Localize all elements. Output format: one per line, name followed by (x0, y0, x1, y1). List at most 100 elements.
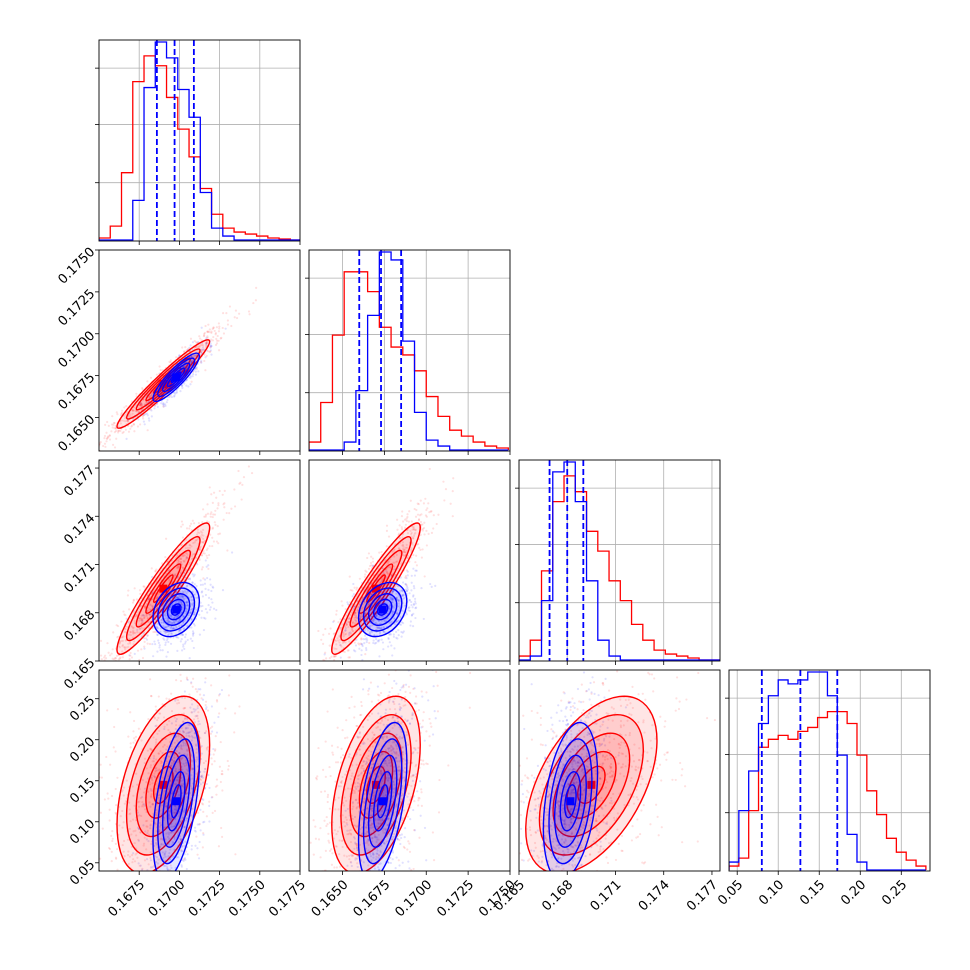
y-tick-label: 0.1675 (56, 370, 99, 413)
scatter-point (370, 592, 373, 595)
scatter-point (184, 636, 187, 639)
scatter-point (164, 643, 167, 646)
scatter-point (192, 354, 196, 357)
scatter-point (103, 442, 107, 445)
scatter-point (186, 557, 189, 560)
scatter-point (132, 916, 134, 918)
scatter-point (414, 569, 417, 572)
scatter-point (182, 597, 185, 601)
scatter-point (345, 664, 347, 666)
scatter-point (168, 579, 171, 583)
scatter-point (225, 312, 228, 315)
scatter-point (120, 620, 123, 623)
scatter-point (358, 577, 361, 580)
scatter-point (193, 522, 196, 525)
scatter-point (162, 403, 165, 406)
scatter-point (201, 583, 204, 586)
scatter-point (360, 638, 363, 641)
scatter-point (191, 359, 194, 362)
scatter-point (392, 561, 395, 564)
scatter-point (136, 932, 138, 934)
scatter-point (113, 658, 116, 661)
scatter-point (400, 526, 403, 529)
scatter-point (179, 673, 182, 676)
scatter-point (390, 596, 393, 599)
scatter-point (411, 528, 414, 531)
scatter-point (136, 649, 140, 652)
scatter-point (215, 337, 218, 341)
scatter-point (235, 316, 239, 320)
scatter-point (311, 689, 313, 691)
scatter-point (200, 554, 204, 557)
scatter-point (124, 420, 127, 423)
scatter-point (180, 543, 184, 547)
scatter-point (186, 616, 189, 620)
scatter-point (208, 330, 211, 334)
scatter-point (209, 350, 212, 353)
scatter-point (199, 601, 202, 604)
scatter-point (128, 641, 132, 644)
histogram-red (309, 271, 509, 450)
scatter-point (135, 598, 138, 601)
scatter-point (410, 574, 413, 577)
scatter-point (178, 618, 182, 621)
scatter-point (193, 624, 196, 627)
scatter-point (382, 626, 385, 629)
scatter-point (193, 339, 196, 343)
scatter-point (180, 384, 184, 388)
scatter-point (211, 725, 214, 728)
scatter-point (354, 614, 358, 617)
scatter-point (380, 619, 384, 622)
scatter-point (307, 697, 309, 699)
scatter-point (98, 666, 100, 668)
scatter-point (363, 629, 367, 632)
scatter-point (139, 617, 142, 620)
scatter-point (177, 600, 180, 603)
scatter-point (181, 594, 185, 598)
scatter-point (126, 419, 130, 422)
scatter-point (331, 662, 333, 664)
scatter-point (200, 536, 203, 539)
scatter-point (182, 554, 185, 557)
scatter-point (198, 558, 201, 561)
scatter-point (122, 419, 125, 422)
scatter-point (380, 580, 383, 583)
density-peak-blue (378, 605, 387, 614)
scatter-point (403, 550, 406, 553)
scatter-point (185, 556, 188, 559)
scatter-point (400, 621, 403, 624)
scatter-point (396, 596, 399, 599)
scatter-point (151, 779, 154, 782)
scatter-point (130, 400, 133, 403)
scatter-point (139, 403, 142, 406)
scatter-point (176, 596, 179, 599)
scatter-point (220, 336, 223, 339)
scatter-point (118, 640, 122, 643)
scatter-point (195, 608, 198, 612)
scatter-point (358, 613, 362, 616)
scatter-point (412, 526, 416, 529)
scatter-point (360, 649, 363, 652)
scatter-point (381, 641, 385, 644)
scatter-point (133, 587, 136, 590)
scatter-point (155, 373, 158, 376)
scatter-point (343, 650, 346, 654)
scatter-point (110, 860, 113, 863)
scatter-point (136, 425, 140, 428)
scatter-point (139, 403, 142, 407)
scatter-point (398, 606, 402, 610)
scatter-point (409, 548, 413, 551)
scatter-point (378, 627, 382, 630)
scatter-point (123, 630, 126, 633)
scatter-point (154, 823, 157, 826)
scatter-point (410, 603, 413, 607)
scatter-point (216, 507, 219, 510)
scatter-point (180, 638, 183, 641)
scatter-point (114, 461, 116, 463)
scatter-point (122, 635, 125, 638)
scatter-point (210, 589, 213, 593)
scatter-point (184, 547, 187, 550)
scatter-point (165, 619, 168, 622)
scatter-point (388, 621, 391, 625)
scatter-point (361, 614, 364, 617)
